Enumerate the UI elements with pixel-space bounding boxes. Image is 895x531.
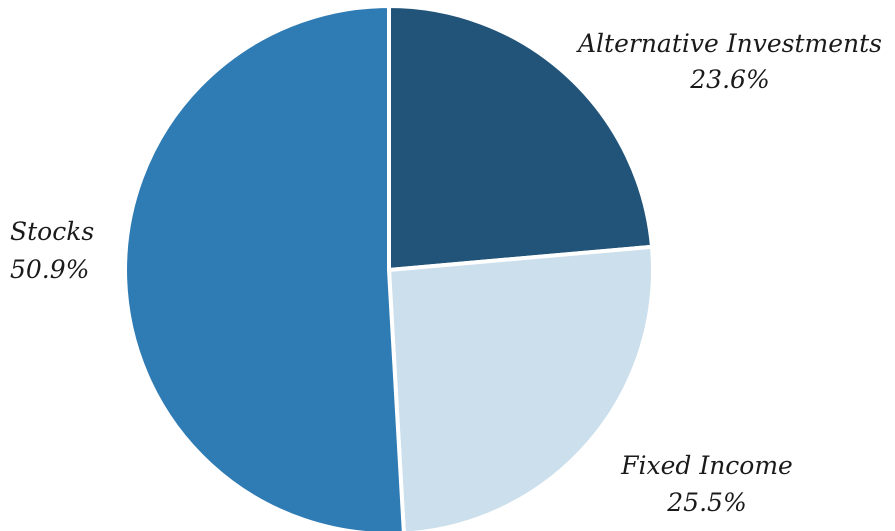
value-alternative-investments: 23.6% <box>689 65 769 94</box>
label-fixed-income: Fixed Income <box>620 451 793 480</box>
value-stocks: 50.9% <box>10 255 89 284</box>
value-fixed-income: 25.5% <box>666 488 746 517</box>
pie-slice-stocks <box>123 4 406 531</box>
label-alternative-investments: Alternative Investments <box>576 29 882 58</box>
pie-slices <box>123 4 655 531</box>
pie-slice-fixed-income <box>387 244 655 531</box>
label-stocks: Stocks <box>10 217 94 246</box>
pie-slice-alternative-investments <box>387 4 654 272</box>
